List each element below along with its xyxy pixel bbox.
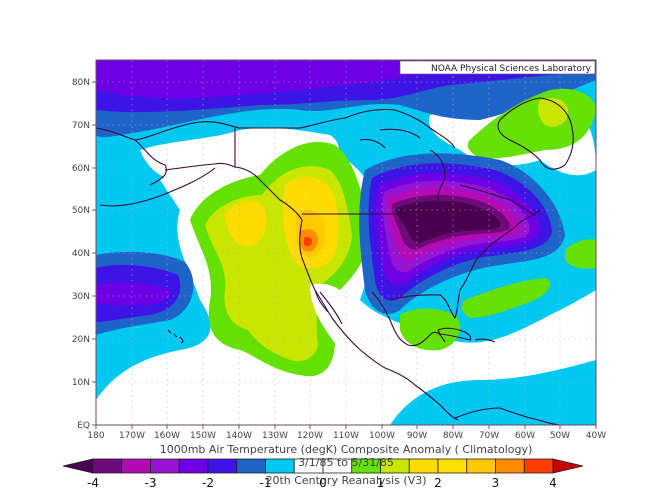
lat-label: 20N bbox=[72, 335, 90, 345]
colorbar-tick: -2 bbox=[202, 476, 214, 490]
colorbar-box bbox=[437, 458, 468, 474]
colorbar-tick: 2 bbox=[434, 476, 442, 490]
colorbar-tick: -4 bbox=[87, 476, 99, 490]
lon-label: 180 bbox=[87, 431, 104, 441]
fill-layer-c9-gulf bbox=[400, 308, 460, 351]
colorbar-tick: 4 bbox=[549, 476, 557, 490]
coastlines bbox=[96, 97, 574, 425]
lat-label: 30N bbox=[72, 292, 90, 302]
lon-label: 150W bbox=[190, 431, 216, 441]
fill-layer-c10-greenland bbox=[537, 98, 569, 127]
colorbar-under-arrow bbox=[62, 458, 94, 474]
lat-label: 70N bbox=[72, 121, 90, 131]
colorbar-tick: 0 bbox=[319, 476, 327, 490]
colorbar-tick-labels: -4 -3 -2 -1 0 1 2 3 4 bbox=[87, 476, 557, 490]
colorbar-box bbox=[523, 458, 554, 474]
lat-label: 60N bbox=[72, 164, 90, 174]
lon-label: 60W bbox=[515, 431, 535, 441]
colorbar-box bbox=[92, 458, 123, 474]
fill-layer-c3-arctic bbox=[96, 60, 460, 99]
lon-label: 130W bbox=[262, 431, 288, 441]
colorbar-box bbox=[150, 458, 180, 474]
colorbar-box bbox=[495, 458, 525, 474]
figure-source: 20th Century Reanalysis (V3) bbox=[265, 474, 426, 487]
lon-label: 40W bbox=[586, 431, 606, 441]
colorbar-tick: 3 bbox=[492, 476, 500, 490]
fill-layer-c9-atlantic bbox=[461, 278, 551, 318]
lon-label: 110W bbox=[333, 431, 359, 441]
lat-label: 10N bbox=[72, 378, 90, 388]
lat-label: 40N bbox=[72, 249, 90, 259]
colorbar-box bbox=[265, 458, 295, 474]
fill-layer-c15-oregon bbox=[304, 236, 313, 247]
colorbar-tick: -3 bbox=[145, 476, 157, 490]
lon-label: 140W bbox=[226, 431, 252, 441]
fill-layer-c11-west bbox=[225, 201, 267, 247]
lon-label: 50W bbox=[550, 431, 570, 441]
lon-label: 70W bbox=[479, 431, 499, 441]
lat-label: 50N bbox=[72, 206, 90, 216]
fill-layer-under-east bbox=[395, 200, 501, 243]
colorbar bbox=[62, 458, 584, 474]
colorbar-box bbox=[121, 458, 151, 474]
lat-label: EQ bbox=[77, 421, 90, 431]
colorbar-tick: 1 bbox=[377, 476, 385, 490]
colorbar-box bbox=[408, 458, 439, 474]
lon-label: 80W bbox=[443, 431, 463, 441]
colorbar-tick: -1 bbox=[260, 476, 272, 490]
colorbar-over-arrow bbox=[552, 458, 584, 474]
colorbar-box bbox=[236, 458, 266, 474]
figure-title: 1000mb Air Temperature (degK) Composite … bbox=[160, 443, 533, 456]
lon-label: 160W bbox=[154, 431, 180, 441]
credit-label: NOAA Physical Sciences Laboratory bbox=[431, 64, 592, 74]
lon-label: 120W bbox=[297, 431, 323, 441]
fill-layer-c3-pacific bbox=[96, 282, 171, 306]
colorbar-box bbox=[178, 458, 209, 474]
latitude-axis bbox=[92, 81, 96, 426]
colorbar-box bbox=[207, 458, 238, 474]
lon-label: 100W bbox=[369, 431, 395, 441]
latitude-labels: EQ 10N 20N 30N 40N 50N 60N 70N 80N bbox=[72, 78, 90, 431]
fill-layer-c9-ne-atlantic bbox=[565, 239, 596, 269]
longitude-labels: 180 170W 160W 150W 140W 130W 120W 110W 1… bbox=[87, 431, 606, 441]
figure-date-range: 3/1/85 to 5/31/85 bbox=[298, 456, 394, 469]
colorbar-box bbox=[466, 458, 496, 474]
lat-label: 80N bbox=[72, 78, 90, 88]
lon-label: 90W bbox=[407, 431, 427, 441]
longitude-axis bbox=[95, 425, 597, 429]
credit-box: NOAA Physical Sciences Laboratory bbox=[399, 60, 596, 75]
lon-label: 170W bbox=[119, 431, 145, 441]
fill-neutral-mexico bbox=[310, 283, 400, 374]
